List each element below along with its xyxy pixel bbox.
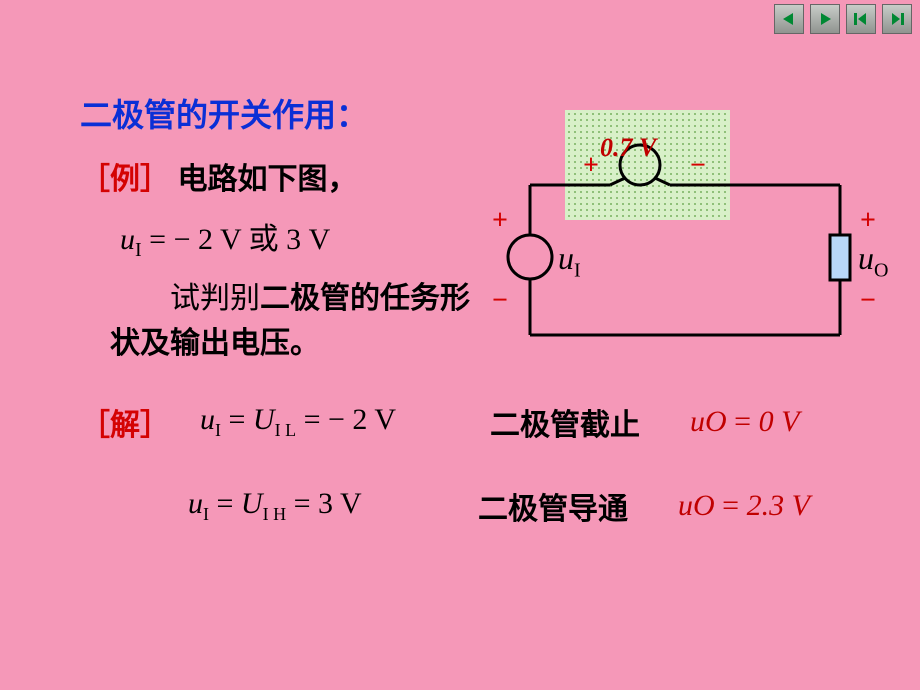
solution-row-2: uI = UI H = 3 V 二极管导通 uO = 2.3 V (188, 484, 900, 528)
sol-state-2: 二极管导通 (478, 484, 658, 528)
nav-first[interactable] (846, 4, 876, 34)
sol-formula-1: uI = UI L = − 2 V (200, 403, 470, 441)
sol-result-1: uO = 0 V (690, 405, 799, 439)
diode-minus: − (690, 150, 706, 182)
formula-rest: = − 2 V 或 3 V (142, 223, 331, 256)
desc-prefix: 试判别 (110, 282, 260, 315)
example-text: 电路如下图， (178, 163, 358, 196)
solution-tag: ［解］ (80, 400, 170, 444)
nav-bar (774, 4, 912, 34)
ui-label: uI (558, 240, 581, 282)
ui-plus: + (492, 205, 508, 237)
example-tag: ［例］ (80, 163, 170, 196)
uo-minus: − (860, 285, 876, 317)
diode-voltage: 0.7 V (600, 133, 656, 163)
uo-plus: + (860, 205, 876, 237)
diode-plus: + (583, 150, 599, 182)
sol-formula-2: uI = UI H = 3 V (188, 487, 458, 525)
nav-last[interactable] (882, 4, 912, 34)
circuit-diagram: 0.7 V + − + − uI + − uO (470, 105, 890, 355)
solution-block: ［解］ uI = UI L = − 2 V 二极管截止 uO = 0 V uI … (80, 400, 900, 568)
sol-result-2: uO = 2.3 V (678, 489, 810, 523)
circuit-svg (470, 105, 890, 355)
description: 试判别二极管的任务形状及输出电压。 (110, 276, 490, 366)
uo-label: uO (858, 240, 888, 282)
formula-var: u (120, 223, 135, 256)
sol-state-1: 二极管截止 (490, 400, 670, 444)
nav-prev[interactable] (774, 4, 804, 34)
nav-next[interactable] (810, 4, 840, 34)
solution-row-1: ［解］ uI = UI L = − 2 V 二极管截止 uO = 0 V (80, 400, 900, 444)
ui-minus: − (492, 285, 508, 317)
formula-sub: I (135, 239, 142, 261)
